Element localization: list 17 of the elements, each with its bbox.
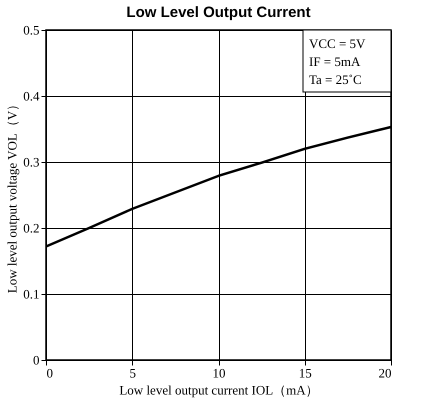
y-tick-label: 0.5	[23, 22, 40, 38]
chart-title: Low Level Output Current	[126, 4, 311, 21]
x-tick-label: 10	[212, 366, 226, 380]
annotation: Ta = 25˚C	[309, 72, 362, 87]
y-tick-label: 0.3	[23, 154, 40, 170]
x-tick-label: 20	[378, 366, 392, 380]
y-tick-label: 0.2	[23, 220, 40, 236]
annotation: IF = 5mA	[309, 54, 361, 69]
y-tick-label: 0.4	[23, 88, 40, 104]
annotation: VCC = 5V	[309, 36, 366, 51]
y-tick-label: 0	[33, 352, 40, 368]
y-tick-label: 0.1	[23, 286, 40, 302]
x-tick-label: 0	[46, 366, 53, 380]
x-axis-title: Low level output current IOL（mA）	[119, 382, 319, 398]
x-tick-label: 15	[298, 366, 312, 380]
x-tick-label: 5	[130, 366, 136, 380]
y-axis-title: Low level output voltage VOL（V）	[4, 98, 20, 294]
